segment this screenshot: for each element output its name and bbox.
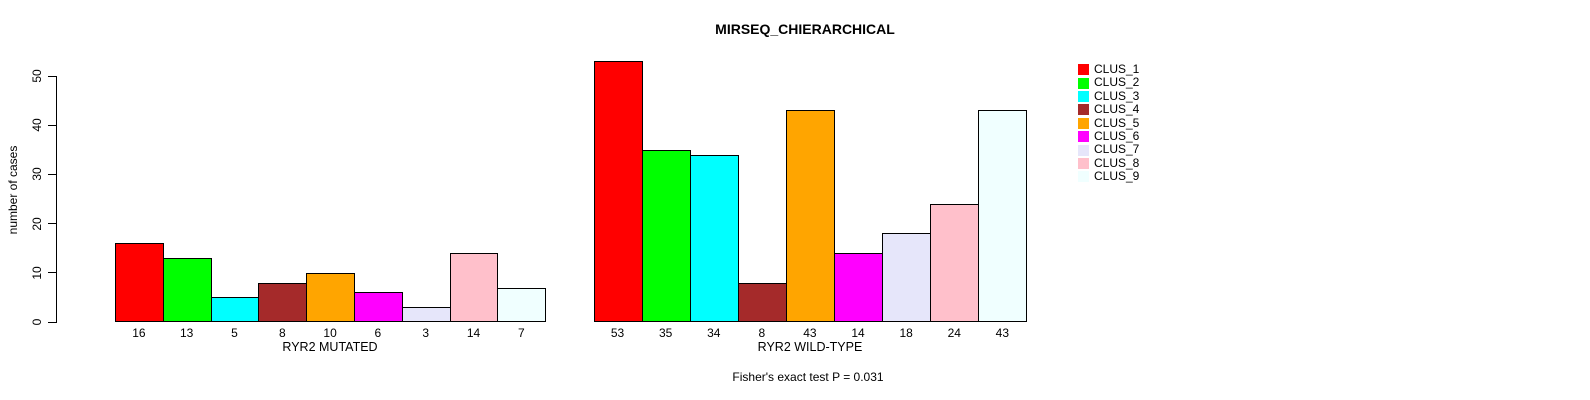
bar-clus-2: [641, 149, 691, 322]
bar-value-label: 10: [323, 326, 337, 340]
bar-clus-9: [978, 110, 1028, 322]
legend-swatch: [1078, 117, 1089, 129]
bar-value-label: 16: [132, 326, 146, 340]
legend: CLUS_1 CLUS_2 CLUS_3 CLUS_4 CLUS_5 CLUS_6 CLUS…: [1078, 62, 1140, 184]
bar-value-label: 14: [466, 326, 481, 340]
bar-clus-6: [354, 292, 403, 322]
legend-swatch: [1078, 77, 1089, 89]
legend-label: CLUS_5: [1094, 115, 1140, 130]
legend-label: CLUS_8: [1094, 155, 1140, 170]
bar-value-label: 18: [899, 326, 913, 340]
legend-swatch: [1078, 157, 1089, 169]
bar-clus-1: [593, 61, 643, 322]
y-tick-label: 20: [30, 216, 44, 231]
legend-item-clus-3: CLUS_3: [1078, 88, 1140, 103]
legend-item-clus-1: CLUS_1: [1078, 62, 1140, 76]
bar-clus-3: [210, 297, 260, 322]
bar-value-label: 53: [610, 326, 625, 340]
y-tick-label: 30: [30, 167, 44, 182]
bar-clus-9: [497, 287, 547, 322]
panel-ryr2-wildtype: 53 35 34 8 43 14 18 24 43: [593, 61, 1028, 340]
bar-clus-3: [689, 154, 739, 322]
legend-label: CLUS_2: [1094, 75, 1140, 90]
bar-value-label: 5: [231, 326, 238, 340]
y-tick-label: 10: [30, 266, 44, 280]
legend-swatch: [1078, 90, 1089, 102]
bar-value-label: 6: [374, 326, 382, 340]
legend-swatch: [1078, 64, 1089, 76]
legend-swatch: [1078, 131, 1089, 143]
bar-clus-4: [737, 282, 787, 322]
bar-value-label: 13: [180, 326, 194, 340]
bar-value-label: 7: [517, 326, 525, 340]
bar-clus-1: [115, 243, 164, 322]
y-tick-mark: [48, 321, 56, 323]
bar-value-label: 24: [947, 326, 961, 340]
bar-value-label: 35: [658, 326, 673, 340]
x-axis-label-wildtype: RYR2 WILD-TYPE: [757, 340, 863, 354]
bar-clus-4: [258, 282, 308, 322]
y-axis-title: number of cases: [6, 145, 20, 235]
x-axis-label-mutated: RYR2 MUTATED: [282, 340, 378, 354]
bar-clus-2: [162, 258, 212, 322]
legend-item-clus-8: CLUS_8: [1078, 155, 1140, 170]
bar-clus-7: [882, 233, 932, 322]
legend-item-clus-2: CLUS_2: [1078, 75, 1140, 90]
bar-value-label: 8: [278, 326, 286, 340]
legend-label: CLUS_1: [1094, 62, 1140, 76]
bar-clus-8: [930, 203, 980, 322]
bar-clus-5: [306, 272, 355, 322]
bar-value-label: 3: [422, 326, 430, 340]
chart-title: MIRSEQ_CHIERARCHICAL: [715, 21, 895, 37]
legend-item-clus-5: CLUS_5: [1078, 115, 1140, 130]
y-tick-label: 40: [30, 118, 44, 132]
y-tick-mark: [48, 272, 56, 274]
bar-value-label: 34: [707, 326, 721, 340]
legend-item-clus-6: CLUS_6: [1078, 128, 1140, 143]
legend-label: CLUS_9: [1094, 169, 1140, 184]
bar-value-label: 43: [995, 326, 1010, 340]
legend-label: CLUS_6: [1094, 128, 1140, 143]
y-axis-line: [56, 76, 57, 323]
y-tick-mark: [48, 173, 56, 175]
legend-swatch: [1078, 144, 1089, 156]
legend-label: CLUS_4: [1094, 102, 1140, 117]
bar-clus-5: [785, 110, 835, 322]
legend-label: CLUS_3: [1094, 88, 1140, 103]
bar-clus-8: [449, 253, 499, 322]
bar-clus-6: [834, 253, 884, 322]
legend-swatch: [1078, 104, 1089, 116]
bar-clus-7: [401, 307, 451, 322]
bar-value-label: 14: [851, 326, 865, 340]
y-tick-mark: [48, 75, 56, 77]
legend-item-clus-9: CLUS_9: [1078, 169, 1140, 184]
legend-item-clus-7: CLUS_7: [1078, 142, 1140, 157]
y-tick-mark: [48, 223, 56, 225]
legend-label: CLUS_7: [1094, 142, 1140, 157]
y-tick-label: 50: [30, 69, 44, 83]
legend-item-clus-4: CLUS_4: [1078, 102, 1140, 117]
bar-value-label: 8: [758, 326, 766, 340]
y-tick-label: 0: [30, 318, 44, 326]
panel-ryr2-mutated: 16 13 5 8 10 6 3 14 7: [115, 76, 547, 340]
y-tick-mark: [48, 124, 56, 126]
annotation-fisher-test: Fisher's exact test P = 0.031: [732, 370, 884, 384]
bar-value-label: 43: [803, 326, 817, 340]
legend-swatch: [1078, 171, 1089, 183]
